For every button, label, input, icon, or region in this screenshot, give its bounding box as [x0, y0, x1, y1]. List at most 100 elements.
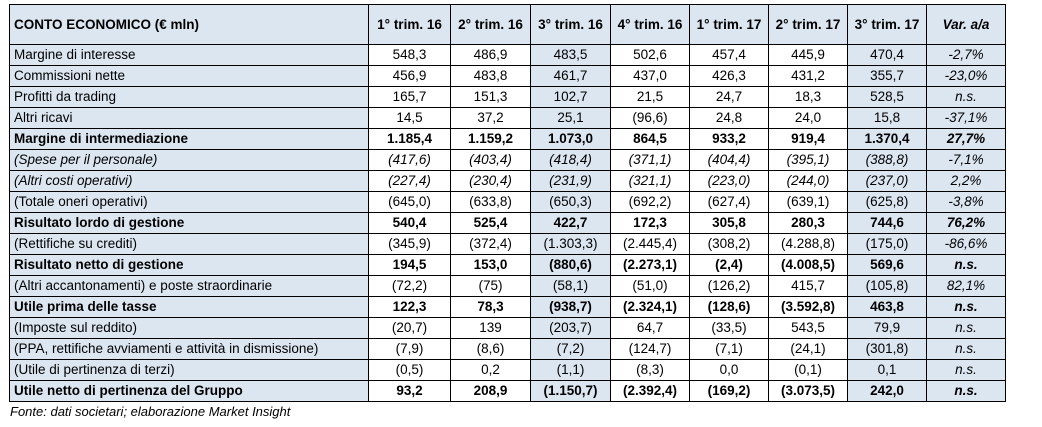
value-cell: (372,4) — [450, 233, 531, 255]
row-label: Commissioni nette — [9, 65, 369, 87]
value-cell: (96,6) — [610, 107, 690, 129]
table-row: Commissioni nette 456,9 483,8 461,7 437,0 426… — [9, 65, 1006, 87]
value-cell: 744,6 — [847, 212, 927, 234]
value-cell: (244,0) — [768, 170, 848, 192]
value-cell: 456,9 — [368, 65, 451, 87]
var-cell: n.s. — [926, 317, 1006, 339]
value-cell: (75) — [450, 275, 531, 297]
value-cell: (1.150,7) — [530, 380, 611, 402]
value-cell: 445,9 — [768, 44, 848, 66]
value-cell: 457,4 — [689, 44, 769, 66]
value-cell: 172,3 — [610, 212, 690, 234]
value-cell: 24,7 — [689, 86, 769, 108]
value-cell: (418,4) — [530, 149, 611, 171]
value-cell: (231,9) — [530, 170, 611, 192]
value-cell: 483,5 — [530, 44, 611, 66]
row-label: Utile netto di pertinenza del Gruppo — [9, 380, 369, 402]
value-cell: (395,1) — [768, 149, 848, 171]
value-cell: 1.185,4 — [368, 128, 451, 150]
value-cell: 543,5 — [768, 317, 848, 339]
row-label: Risultato lordo di gestione — [9, 212, 369, 234]
value-cell: 79,9 — [847, 317, 927, 339]
column-header: 1° trim. 16 — [368, 4, 451, 45]
value-cell: (2.392,4) — [610, 380, 690, 402]
value-cell: 569,6 — [847, 254, 927, 276]
value-cell: 165,7 — [368, 86, 451, 108]
value-cell: (3.592,8) — [768, 296, 848, 318]
value-cell: (404,4) — [689, 149, 769, 171]
value-cell: (625,8) — [847, 191, 927, 213]
value-cell: 1.370,4 — [847, 128, 927, 150]
income-statement-table: CONTO ECONOMICO (€ mln) 1° trim. 16 2° tr… — [9, 4, 1006, 402]
value-cell: (7,2) — [530, 338, 611, 360]
row-label: Profitti da trading — [9, 86, 369, 108]
value-cell: 528,5 — [847, 86, 927, 108]
row-label: Utile prima delle tasse — [9, 296, 369, 318]
value-cell: 470,4 — [847, 44, 927, 66]
value-cell: (0,5) — [368, 359, 451, 381]
value-cell: (403,4) — [450, 149, 531, 171]
value-cell: (7,1) — [689, 338, 769, 360]
value-cell: 355,7 — [847, 65, 927, 87]
var-cell: -7,1% — [926, 149, 1006, 171]
value-cell: (880,6) — [530, 254, 611, 276]
value-cell: (227,4) — [368, 170, 451, 192]
column-header: 1° trim. 17 — [689, 4, 769, 45]
value-cell: 540,4 — [368, 212, 451, 234]
var-cell: n.s. — [926, 296, 1006, 318]
value-cell: (633,8) — [450, 191, 531, 213]
value-cell: (1,1) — [530, 359, 611, 381]
table-row: (Altri accantonamenti) e poste straordin… — [9, 275, 1006, 297]
value-cell: (371,1) — [610, 149, 690, 171]
value-cell: (203,7) — [530, 317, 611, 339]
value-cell: 194,5 — [368, 254, 451, 276]
value-cell: 305,8 — [689, 212, 769, 234]
value-cell: (2.273,1) — [610, 254, 690, 276]
value-cell: (639,1) — [768, 191, 848, 213]
value-cell: (126,2) — [689, 275, 769, 297]
value-cell: (105,8) — [847, 275, 927, 297]
value-cell: 502,6 — [610, 44, 690, 66]
value-cell: (7,9) — [368, 338, 451, 360]
value-cell: (692,2) — [610, 191, 690, 213]
value-cell: 25,1 — [530, 107, 611, 129]
row-label: (PPA, rettifiche avviamenti e attività i… — [9, 338, 369, 360]
value-cell: (301,8) — [847, 338, 927, 360]
table-row: (Totale oneri operativi) (645,0) (633,8) (6… — [9, 191, 1006, 213]
value-cell: 461,7 — [530, 65, 611, 87]
value-cell: (8,3) — [610, 359, 690, 381]
value-cell: (33,5) — [689, 317, 769, 339]
value-cell: 431,2 — [768, 65, 848, 87]
var-cell: n.s. — [926, 254, 1006, 276]
value-cell: 15,8 — [847, 107, 927, 129]
value-cell: 24,8 — [689, 107, 769, 129]
value-cell: 0,0 — [689, 359, 769, 381]
value-cell: 415,7 — [768, 275, 848, 297]
value-cell: (20,7) — [368, 317, 451, 339]
value-cell: 1.159,2 — [450, 128, 531, 150]
value-cell: 14,5 — [368, 107, 451, 129]
var-cell: -37,1% — [926, 107, 1006, 129]
value-cell: (4.288,8) — [768, 233, 848, 255]
source-note: Fonte: dati societari; elaborazione Mark… — [10, 404, 291, 419]
var-cell: -23,0% — [926, 65, 1006, 87]
table-row: Profitti da trading 165,7 151,3 102,7 21,5 24… — [9, 86, 1006, 108]
table-row: Margine di interesse 548,3 486,9 483,5 502,6… — [9, 44, 1006, 66]
value-cell: 18,3 — [768, 86, 848, 108]
value-cell: (169,2) — [689, 380, 769, 402]
value-cell: 437,0 — [610, 65, 690, 87]
table-row: Risultato netto di gestione 194,5 153,0 (88… — [9, 254, 1006, 276]
value-cell: 426,3 — [689, 65, 769, 87]
value-cell: 864,5 — [610, 128, 690, 150]
value-cell: 21,5 — [610, 86, 690, 108]
value-cell: 37,2 — [450, 107, 531, 129]
value-cell: 153,0 — [450, 254, 531, 276]
var-cell: 76,2% — [926, 212, 1006, 234]
table-row: (Spese per il personale) (417,6) (403,4) (4… — [9, 149, 1006, 171]
table-row: Utile netto di pertinenza del Gruppo 93,2… — [9, 380, 1006, 402]
value-cell: 463,8 — [847, 296, 927, 318]
row-label: (Altri accantonamenti) e poste straordin… — [9, 275, 369, 297]
value-cell: (124,7) — [610, 338, 690, 360]
value-cell: (3.073,5) — [768, 380, 848, 402]
value-cell: (345,9) — [368, 233, 451, 255]
